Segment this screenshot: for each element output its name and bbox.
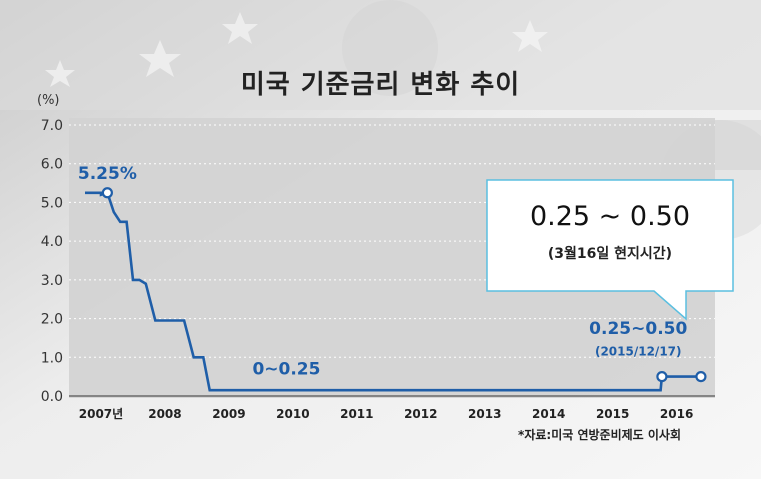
y-tick-label: 2.0 [41,312,63,328]
source-note: *자료:미국 연방준비제도 이사회 [518,428,681,442]
y-tick-label: 3.0 [41,273,63,289]
y-tick-label: 7.0 [41,118,63,134]
data-label: 0.25~0.50 [589,319,687,339]
y-axis-ticks: 0.0 1.0 2.0 3.0 4.0 5.0 6.0 7.0 [41,118,63,405]
x-tick-label: 2012 [404,407,437,421]
x-tick-label: 2015 [596,407,629,421]
callout-value: 0.25 ~ 0.50 [529,201,691,232]
gridlines [69,124,715,397]
x-tick-label: 2010 [276,407,309,421]
x-axis-ticks: 2007년 2008 2009 2010 2011 2012 2013 2014 2015 201… [79,407,694,421]
data-sublabel: (2015/12/17) [595,344,682,358]
annotations-layer: 5.25% 0~0.25 0.25~0.50 (2015/12/17) [78,164,688,380]
data-point [656,371,668,383]
series-line [85,191,701,392]
x-tick-label: 2009 [212,407,245,421]
y-tick-label: 5.0 [41,195,63,211]
data-label: 0~0.25 [252,360,320,380]
x-tick-label: 2007년 [79,407,123,421]
data-point [101,187,113,199]
y-tick-label: 0.0 [41,389,63,405]
chart-title: 미국 기준금리 변화 추이 [240,70,521,100]
x-tick-label: 2008 [148,407,181,421]
x-tick-label: 2013 [468,407,501,421]
y-axis-unit: (%) [37,93,60,108]
x-tick-label: 2011 [340,407,373,421]
y-tick-label: 1.0 [41,350,63,366]
data-label: 5.25% [78,164,137,184]
markers-layer [101,187,707,383]
series-layer [85,191,701,392]
callout-note: (3월16일 현지시간) [547,246,673,262]
y-tick-label: 4.0 [41,234,63,250]
x-tick-label: 2016 [660,407,693,421]
callout-box [486,179,734,321]
x-tick-label: 2014 [532,407,565,421]
y-tick-label: 6.0 [41,157,63,173]
data-point [695,371,707,383]
